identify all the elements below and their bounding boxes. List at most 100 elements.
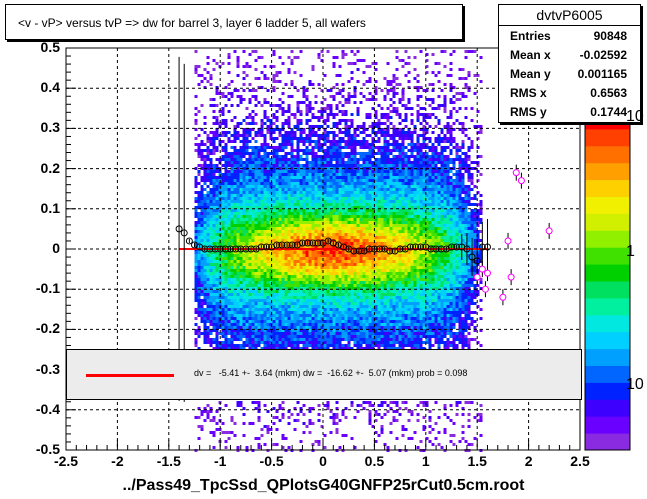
heatmap-cell (266, 257, 270, 260)
heatmap-cell (299, 275, 303, 278)
heatmap-cell (284, 209, 288, 212)
heatmap-cell (194, 257, 198, 260)
heatmap-cell (203, 203, 207, 206)
heatmap-cell (254, 224, 258, 227)
heatmap-cell (329, 188, 333, 191)
heatmap-cell (233, 305, 237, 308)
heatmap-cell (233, 224, 237, 227)
heatmap-cell (269, 152, 273, 155)
heatmap-cell (278, 245, 282, 248)
heatmap-cell (224, 143, 228, 146)
heatmap-cell (248, 269, 252, 272)
heatmap-cell (281, 128, 285, 131)
heatmap-cell (356, 296, 360, 299)
heatmap-cell (353, 239, 357, 242)
heatmap-cell (284, 332, 288, 335)
heatmap-cell (344, 227, 348, 230)
heatmap-cell (353, 101, 357, 104)
heatmap-cell (230, 224, 234, 227)
heatmap-cell (254, 344, 258, 347)
heatmap-cell (326, 116, 330, 119)
heatmap-cell (380, 296, 384, 299)
heatmap-cell (215, 338, 219, 341)
heatmap-cell (299, 266, 303, 269)
heatmap-cell (251, 311, 255, 314)
heatmap-cell (257, 296, 261, 299)
heatmap-cell (305, 224, 309, 227)
heatmap-cell (194, 344, 198, 347)
heatmap-cell (257, 209, 261, 212)
heatmap-cell (326, 146, 330, 149)
heatmap-cell (221, 194, 225, 197)
heatmap-cell (311, 347, 315, 350)
heatmap-cell (257, 242, 261, 245)
heatmap-cell (275, 128, 279, 131)
heatmap-cell (236, 242, 240, 245)
heatmap-cell (266, 263, 270, 266)
heatmap-cell (239, 320, 243, 323)
heatmap-cell (353, 158, 357, 161)
heatmap-cell (257, 305, 261, 308)
heatmap-cell (275, 281, 279, 284)
heatmap-cell (200, 332, 204, 335)
heatmap-cell (275, 119, 279, 122)
heatmap-cell (299, 323, 303, 326)
heatmap-cell (314, 185, 318, 188)
heatmap-cell (326, 89, 330, 92)
heatmap-cell (359, 245, 363, 248)
heatmap-cell (248, 203, 252, 206)
heatmap-cell (326, 212, 330, 215)
heatmap-cell (203, 155, 207, 158)
heatmap-cell (329, 152, 333, 155)
heatmap-cell (308, 176, 312, 179)
heatmap-cell (296, 323, 300, 326)
heatmap-cell (341, 332, 345, 335)
heatmap-cell (329, 281, 333, 284)
heatmap-cell (332, 302, 336, 305)
heatmap-cell (242, 311, 246, 314)
heatmap-cell (365, 215, 369, 218)
heatmap-cell (209, 230, 213, 233)
heatmap-cell (302, 251, 306, 254)
heatmap-cell (257, 212, 261, 215)
heatmap-cell (377, 164, 381, 167)
heatmap-cell (233, 293, 237, 296)
heatmap-cell (281, 278, 285, 281)
heatmap-cell (332, 284, 336, 287)
heatmap-cell (203, 323, 207, 326)
heatmap-cell (335, 122, 339, 125)
heatmap-cell (308, 299, 312, 302)
heatmap-cell (242, 296, 246, 299)
heatmap-cell (275, 227, 279, 230)
heatmap-cell (281, 92, 285, 95)
heatmap-cell (371, 194, 375, 197)
heatmap-cell (338, 272, 342, 275)
heatmap-cell (272, 299, 276, 302)
heatmap-cell (233, 242, 237, 245)
heatmap-cell (320, 275, 324, 278)
heatmap-cell (281, 110, 285, 113)
heatmap-cell (284, 152, 288, 155)
heatmap-cell (248, 239, 252, 242)
heatmap-cell (380, 185, 384, 188)
heatmap-cell (371, 161, 375, 164)
heatmap-cell (320, 137, 324, 140)
heatmap-cell (293, 263, 297, 266)
heatmap-cell (263, 302, 267, 305)
heatmap-cell (278, 161, 282, 164)
heatmap-cell (209, 278, 213, 281)
heatmap-cell (260, 257, 264, 260)
heatmap-cell (203, 230, 207, 233)
heatmap-cell (356, 287, 360, 290)
heatmap-cell (380, 302, 384, 305)
heatmap-cell (299, 305, 303, 308)
heatmap-cell (332, 224, 336, 227)
heatmap-cell (326, 140, 330, 143)
heatmap-cell (350, 317, 354, 320)
heatmap-cell (305, 152, 309, 155)
heatmap-cell (362, 317, 366, 320)
heatmap-cell (365, 173, 369, 176)
heatmap-cell (341, 236, 345, 239)
heatmap-cell (368, 254, 372, 257)
